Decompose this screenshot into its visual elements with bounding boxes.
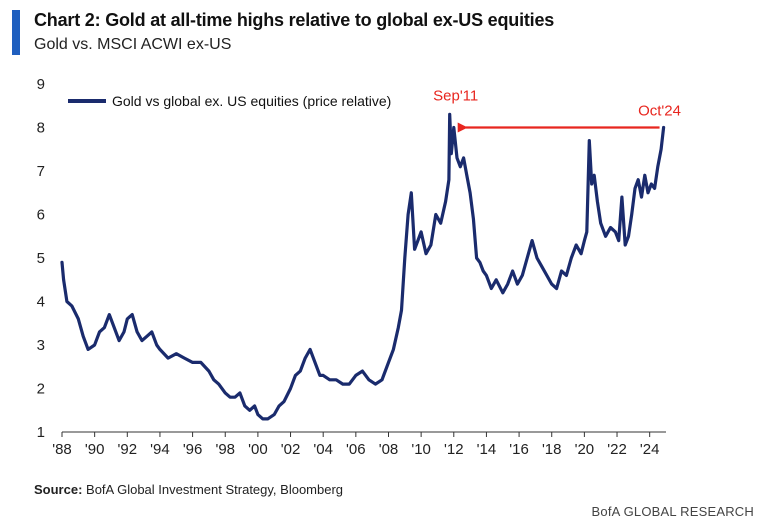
x-tick-label: '10 (411, 441, 431, 458)
x-tick-label: '98 (215, 441, 235, 458)
chart-title: Chart 2: Gold at all-time highs relative… (34, 10, 555, 30)
y-tick-label: 3 (37, 337, 45, 354)
y-axis: 1 2 3 4 5 6 7 8 9 (37, 76, 45, 441)
x-tick-label: '16 (509, 441, 529, 458)
x-tick-label: '96 (183, 441, 203, 458)
x-tick-label: '08 (379, 441, 399, 458)
x-tick-label: '22 (607, 441, 627, 458)
legend: Gold vs global ex. US equities (price re… (68, 93, 391, 109)
annotation-label-oct24: Oct'24 (638, 103, 681, 120)
y-tick-label: 2 (37, 381, 45, 398)
x-tick-label: '24 (640, 441, 660, 458)
y-tick-label: 5 (37, 250, 45, 267)
chart-subtitle: Gold vs. MSCI ACWI ex-US (34, 36, 232, 53)
source-note: Source: BofA Global Investment Strategy,… (34, 482, 343, 497)
x-tick-label: '20 (575, 441, 595, 458)
x-axis: '88 '90 '92 '94 '96 '98 '00 '02 '04 '06 '08 '10 '12 '… (52, 431, 666, 458)
x-tick-label: '94 (150, 441, 170, 458)
x-tick-label: '06 (346, 441, 366, 458)
brand-footer: BofA GLOBAL RESEARCH (591, 504, 754, 519)
x-tick-label: '04 (313, 441, 333, 458)
y-tick-label: 6 (37, 207, 45, 224)
y-tick-label: 7 (37, 163, 45, 180)
y-tick-label: 1 (37, 424, 45, 441)
annotation-label-sep11: Sep'11 (433, 87, 478, 104)
series-layer (60, 112, 666, 421)
x-tick-label: '92 (118, 441, 138, 458)
x-tick-label: '02 (281, 441, 301, 458)
x-tick-label: '00 (248, 441, 268, 458)
source-text: BofA Global Investment Strategy, Bloombe… (82, 482, 344, 497)
x-tick-label: '90 (85, 441, 105, 458)
series-line-gold-relative (60, 112, 666, 421)
x-tick-label: '88 (52, 441, 72, 458)
title-accent-bar (12, 10, 20, 55)
x-tick-label: '14 (477, 441, 497, 458)
source-label: Source: (34, 482, 83, 497)
legend-label: Gold vs global ex. US equities (price re… (112, 93, 391, 109)
y-tick-label: 8 (37, 120, 45, 137)
annotations: Sep'11 Oct'24 (433, 87, 681, 133)
x-tick-label: '18 (542, 441, 562, 458)
y-tick-label: 4 (37, 294, 45, 311)
x-tick-label: '12 (444, 441, 464, 458)
y-tick-label: 9 (37, 76, 45, 93)
